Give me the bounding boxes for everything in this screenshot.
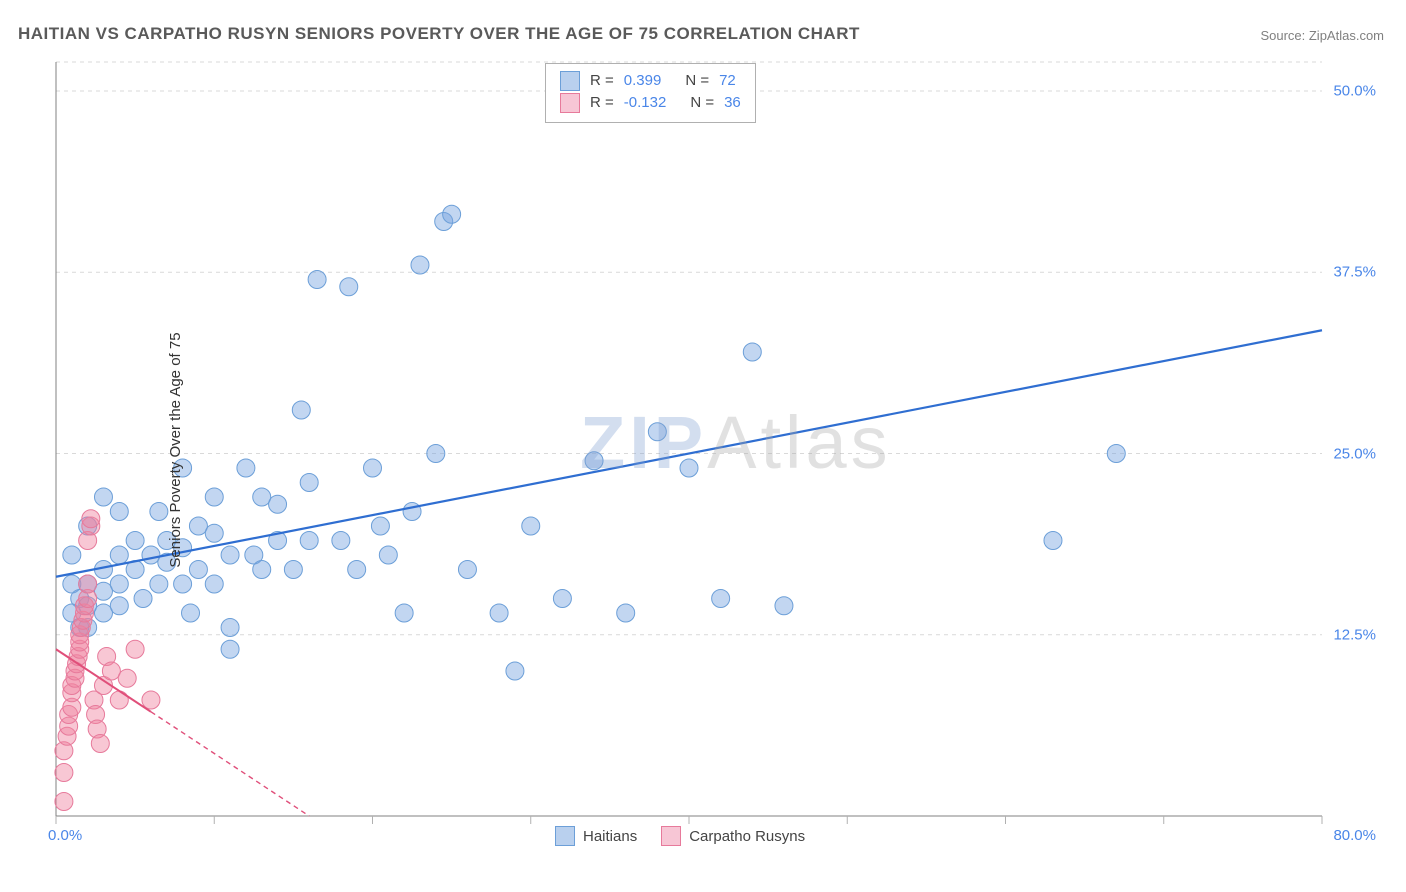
stats-row: R = 0.399 N = 72 [560, 70, 741, 92]
chart-canvas [50, 60, 1386, 840]
r-label: R = [590, 70, 614, 92]
y-tick-label: 12.5% [1333, 626, 1376, 643]
legend-item: Haitians [555, 826, 637, 846]
r-value: 0.399 [624, 70, 662, 92]
n-label: N = [690, 92, 714, 114]
n-value: 36 [724, 92, 741, 114]
r-label: R = [590, 92, 614, 114]
legend: Haitians Carpatho Rusyns [555, 826, 805, 846]
legend-swatch-icon [661, 826, 681, 846]
legend-item: Carpatho Rusyns [661, 826, 805, 846]
y-axis-label: Seniors Poverty Over the Age of 75 [167, 332, 184, 567]
legend-label: Haitians [583, 828, 637, 845]
r-value: -0.132 [624, 92, 667, 114]
chart-title: HAITIAN VS CARPATHO RUSYN SENIORS POVERT… [18, 24, 860, 44]
n-label: N = [685, 70, 709, 92]
x-origin-label: 0.0% [48, 827, 82, 844]
series-swatch-icon [560, 71, 580, 91]
x-max-label: 80.0% [1333, 827, 1376, 844]
legend-swatch-icon [555, 826, 575, 846]
stats-row: R = -0.132 N = 36 [560, 92, 741, 114]
correlation-stats-box: R = 0.399 N = 72 R = -0.132 N = 36 [545, 63, 756, 123]
scatter-plot: Seniors Poverty Over the Age of 75 ZIPAt… [50, 60, 1386, 840]
n-value: 72 [719, 70, 736, 92]
y-tick-label: 37.5% [1333, 264, 1376, 281]
y-tick-label: 50.0% [1333, 83, 1376, 100]
source-attribution: Source: ZipAtlas.com [1260, 28, 1384, 43]
y-tick-label: 25.0% [1333, 445, 1376, 462]
series-swatch-icon [560, 93, 580, 113]
legend-label: Carpatho Rusyns [689, 828, 805, 845]
